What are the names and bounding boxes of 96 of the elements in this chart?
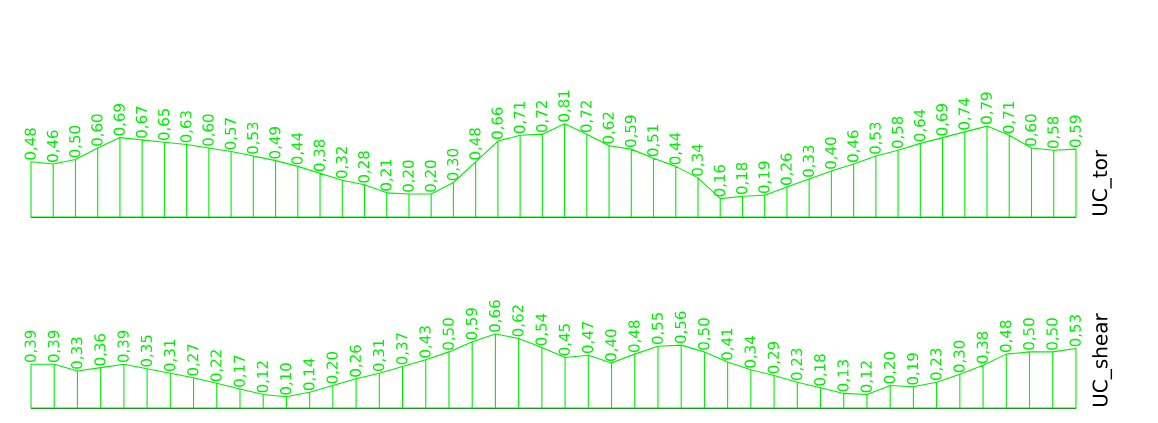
data-label: 0,38 bbox=[313, 139, 327, 172]
data-label: 0,50 bbox=[69, 125, 82, 158]
data-label: 0,21 bbox=[380, 159, 394, 191]
data-label: 0,72 bbox=[580, 101, 594, 132]
data-label: 0,34 bbox=[744, 336, 758, 368]
data-label: 0,46 bbox=[847, 130, 861, 162]
data-label: 0,71 bbox=[1002, 102, 1016, 134]
data-label: 0,45 bbox=[558, 324, 572, 356]
data-label: 0,65 bbox=[157, 108, 171, 141]
data-label: 0,22 bbox=[210, 350, 224, 382]
data-label: 0,39 bbox=[24, 330, 38, 363]
data-label: 0,50 bbox=[442, 318, 456, 350]
data-label: 0,13 bbox=[837, 360, 851, 392]
data-label: 0,49 bbox=[269, 127, 283, 159]
data-label: 0,26 bbox=[349, 345, 363, 377]
data-label: 0,23 bbox=[930, 348, 944, 380]
data-label: 0,23 bbox=[790, 348, 804, 380]
data-label: 0,33 bbox=[71, 337, 84, 369]
data-label: 0,10 bbox=[279, 363, 293, 395]
data-label: 0,50 bbox=[1023, 318, 1036, 350]
data-label: 0,69 bbox=[113, 104, 127, 136]
data-label: 0,39 bbox=[47, 330, 61, 363]
data-label: 0,14 bbox=[303, 358, 317, 391]
data-label: 0,60 bbox=[91, 114, 105, 146]
data-label: 0,18 bbox=[814, 354, 827, 386]
data-label: 0,50 bbox=[1046, 318, 1060, 350]
data-label: 0,27 bbox=[187, 344, 200, 376]
data-label: 0,39 bbox=[117, 330, 131, 363]
data-label: 0,16 bbox=[713, 164, 727, 197]
data-label: 0,43 bbox=[419, 326, 433, 358]
data-label: 0,36 bbox=[94, 333, 108, 366]
y-axis-title: UC_shear bbox=[1092, 313, 1113, 407]
data-label: 0,12 bbox=[860, 361, 874, 393]
data-label: 0,55 bbox=[651, 312, 665, 345]
data-label: 0,64 bbox=[913, 109, 927, 142]
data-label: 0,17 bbox=[233, 355, 247, 387]
data-label: 0,62 bbox=[512, 305, 526, 337]
data-label: 0,37 bbox=[396, 333, 409, 365]
data-label: 0,34 bbox=[691, 144, 705, 176]
data-label: 0,20 bbox=[424, 160, 438, 192]
data-label: 0,60 bbox=[202, 114, 216, 146]
data-label: 0,57 bbox=[224, 118, 238, 150]
data-label: 0,63 bbox=[180, 111, 194, 143]
data-label: 0,44 bbox=[291, 132, 305, 165]
data-label: 0,79 bbox=[980, 92, 994, 124]
data-label: 0,67 bbox=[135, 106, 149, 138]
data-label: 0,35 bbox=[140, 335, 154, 367]
data-label: 0,30 bbox=[953, 340, 967, 373]
data-label: 0,18 bbox=[736, 162, 749, 195]
data-label: 0,59 bbox=[624, 115, 638, 147]
data-label: 0,58 bbox=[1047, 116, 1061, 149]
data-label: 0,51 bbox=[647, 125, 660, 157]
data-label: 0,30 bbox=[446, 148, 460, 181]
data-label: 0,59 bbox=[1069, 115, 1083, 147]
data-label: 0,81 bbox=[558, 90, 572, 122]
data-label: 0,54 bbox=[535, 313, 549, 346]
data-label: 0,66 bbox=[488, 300, 502, 332]
data-label: 0,53 bbox=[1069, 315, 1083, 347]
data-label: 0,48 bbox=[24, 128, 38, 160]
data-label: 0,33 bbox=[802, 145, 816, 177]
data-label: 0,20 bbox=[402, 160, 416, 192]
data-label: 0,60 bbox=[1025, 114, 1038, 146]
data-label: 0,40 bbox=[824, 137, 838, 169]
data-label: 0,19 bbox=[906, 353, 920, 385]
data-label: 0,38 bbox=[976, 331, 990, 364]
data-label: 0,59 bbox=[465, 308, 479, 340]
data-label: 0,48 bbox=[469, 128, 483, 160]
data-label: 0,12 bbox=[256, 361, 270, 393]
data-label: 0,72 bbox=[535, 101, 549, 132]
data-label: 0,28 bbox=[358, 151, 371, 183]
data-label: 0,29 bbox=[767, 341, 781, 374]
data-label: 0,41 bbox=[721, 328, 735, 360]
data-label: 0,32 bbox=[335, 147, 349, 178]
data-label: 0,31 bbox=[372, 340, 386, 372]
y-axis-title: UC_tor bbox=[1092, 149, 1112, 216]
data-label: 0,58 bbox=[891, 116, 905, 149]
data-label: 0,69 bbox=[936, 104, 949, 136]
data-label: 0,53 bbox=[869, 122, 883, 154]
data-label: 0,19 bbox=[758, 161, 772, 193]
data-label: 0,47 bbox=[581, 321, 595, 354]
data-label: 0,48 bbox=[628, 320, 642, 352]
data-label: 0,20 bbox=[326, 351, 340, 384]
data-label: 0,56 bbox=[674, 311, 688, 343]
data-label: 0,31 bbox=[163, 340, 177, 372]
data-label: 0,74 bbox=[958, 98, 972, 130]
data-label: 0,48 bbox=[999, 320, 1013, 352]
data-label: 0,20 bbox=[883, 351, 897, 384]
data-label: 0,26 bbox=[780, 153, 794, 185]
data-label: 0,46 bbox=[46, 130, 60, 162]
data-label: 0,71 bbox=[513, 102, 527, 134]
data-label: 0,44 bbox=[669, 132, 683, 165]
data-label: 0,66 bbox=[491, 107, 505, 139]
data-label: 0,40 bbox=[605, 329, 618, 361]
data-label: 0,62 bbox=[602, 112, 616, 144]
data-label: 0,50 bbox=[697, 318, 711, 350]
data-label: 0,53 bbox=[246, 122, 260, 154]
